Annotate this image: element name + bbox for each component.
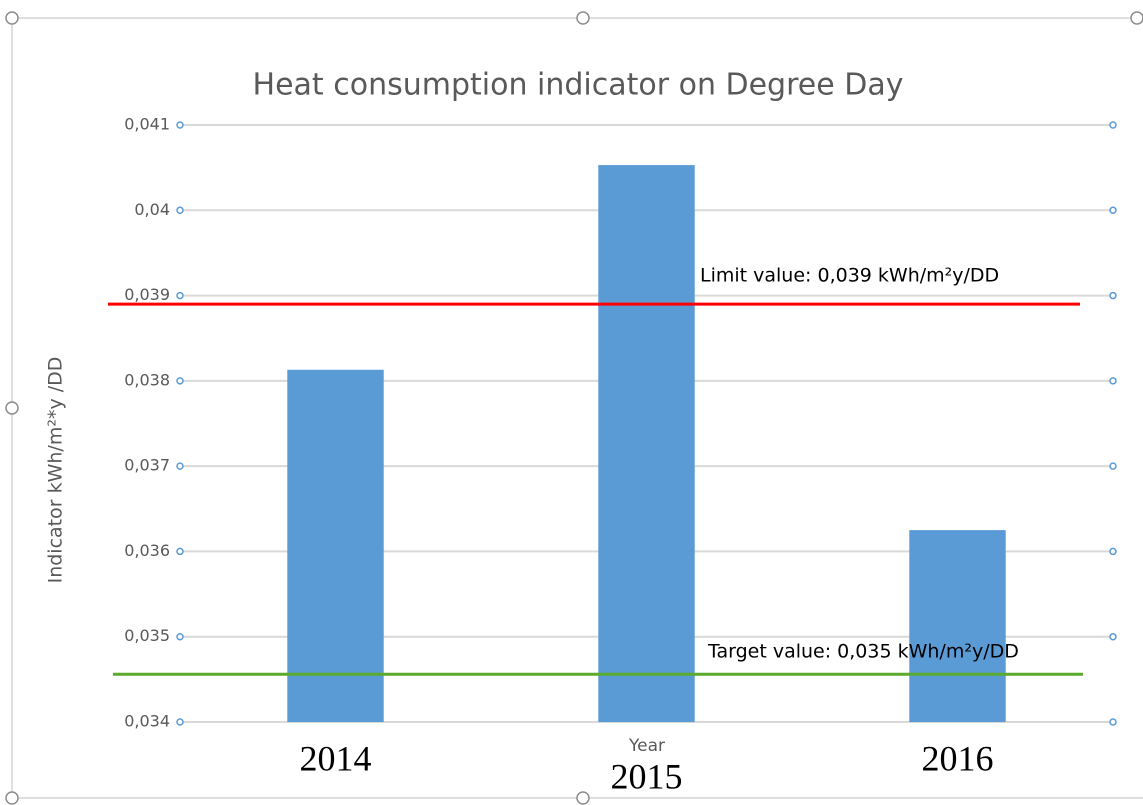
bar — [598, 165, 695, 722]
gridline-handle — [1109, 377, 1117, 385]
gridline-handle — [176, 377, 184, 385]
gridline-handle — [176, 121, 184, 129]
gridline-handle — [1109, 632, 1117, 641]
y-axis-label: Indicator kWh/m²*y /DD — [45, 357, 67, 584]
gridline-handle — [176, 547, 184, 556]
x-axis-label: Year — [628, 736, 665, 756]
selection-handles — [5, 11, 1143, 805]
x-tick-label: 2015 — [611, 756, 683, 796]
gridline-handle — [1109, 718, 1117, 726]
gridline-handle — [1109, 206, 1117, 215]
gridline-handle — [1109, 547, 1117, 556]
reference-line-label: Limit value: 0,039 kWh/m²y/DD — [700, 265, 999, 287]
gridline-handle — [1109, 121, 1117, 129]
y-tick-label: 0,037 — [124, 456, 170, 475]
gridline-handle — [176, 462, 184, 470]
x-tick-label: 2016 — [922, 738, 994, 778]
y-tick-label: 0,036 — [124, 541, 170, 560]
gridline-handle — [176, 206, 184, 215]
reference-line-label: Target value: 0,035 kWh/m²y/DD — [707, 641, 1019, 663]
y-tick-label: 0,034 — [124, 712, 170, 731]
chart-title: Heat consumption indicator on Degree Day — [253, 68, 904, 103]
y-tick-label: 0,035 — [124, 626, 170, 645]
gridline-handle — [176, 718, 184, 726]
bar — [909, 530, 1006, 722]
gridline-handle — [1109, 462, 1117, 470]
gridline-handle — [1109, 291, 1117, 300]
bar — [287, 369, 384, 722]
y-tick-label: 0,038 — [124, 370, 170, 389]
gridline-handle — [176, 632, 184, 641]
y-tick-label: 0,041 — [124, 115, 170, 134]
gridline-handle — [176, 291, 184, 300]
x-tick-label: 2014 — [300, 738, 372, 778]
y-tick-label: 0,039 — [124, 285, 170, 304]
y-tick-label: 0,04 — [134, 200, 170, 219]
